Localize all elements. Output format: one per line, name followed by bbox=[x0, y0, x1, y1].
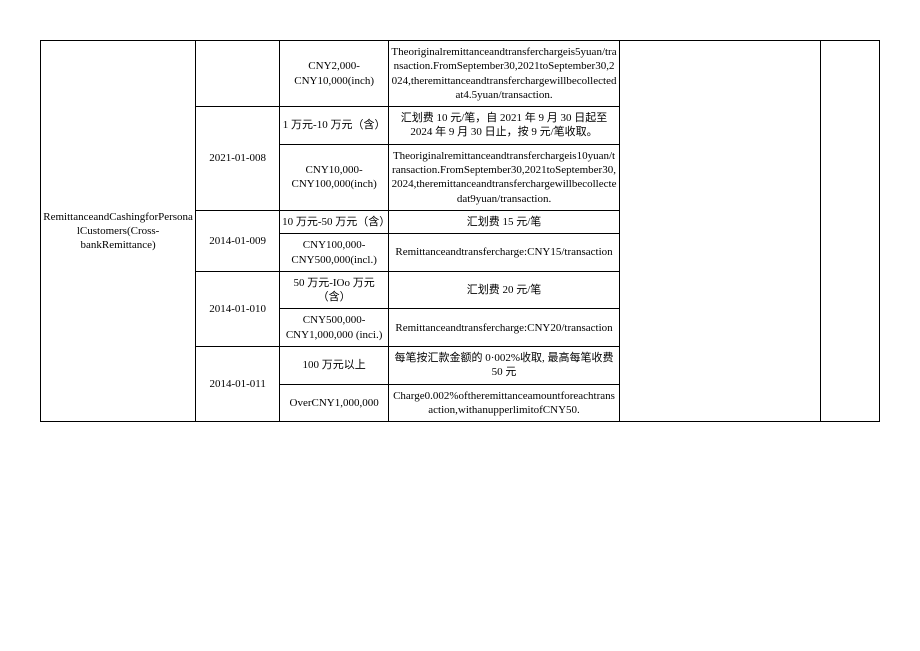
desc-cell: Theoriginalremittanceandtransferchargeis… bbox=[389, 144, 620, 210]
code-cell: 2014-01-009 bbox=[196, 210, 280, 271]
range-cell: OverCNY1,000,000 bbox=[280, 384, 389, 422]
category-cell: RemittanceandCashingforPersonalCustomers… bbox=[41, 41, 196, 422]
blank-cell bbox=[619, 41, 820, 422]
desc-cell: 汇划费 20 元/笔 bbox=[389, 271, 620, 309]
desc-cell: Charge0.002%oftheremittanceamountforeach… bbox=[389, 384, 620, 422]
table-row: RemittanceandCashingforPersonalCustomers… bbox=[41, 41, 880, 107]
desc-cell: 汇划费 15 元/笔 bbox=[389, 210, 620, 233]
range-cell: CNY10,000-CNY100,000(inch) bbox=[280, 144, 389, 210]
range-cell: 50 万元-IOo 万元（含） bbox=[280, 271, 389, 309]
desc-cell: 每笔按汇款金额的 0·002%收取, 最高每笔收费 50 元 bbox=[389, 347, 620, 385]
code-cell bbox=[196, 41, 280, 107]
desc-cell: Remittanceandtransfercharge:CNY15/transa… bbox=[389, 234, 620, 272]
code-cell: 2014-01-011 bbox=[196, 347, 280, 422]
range-cell: CNY500,000-CNY1,000,000 (inci.) bbox=[280, 309, 389, 347]
code-cell: 2021-01-008 bbox=[196, 107, 280, 211]
range-cell: 10 万元-50 万元（含） bbox=[280, 210, 389, 233]
desc-cell: 汇划费 10 元/笔，自 2021 年 9 月 30 日起至 2024 年 9 … bbox=[389, 107, 620, 145]
code-cell: 2014-01-010 bbox=[196, 271, 280, 346]
range-cell: 100 万元以上 bbox=[280, 347, 389, 385]
desc-cell: Remittanceandtransfercharge:CNY20/transa… bbox=[389, 309, 620, 347]
range-cell: 1 万元-10 万元（含） bbox=[280, 107, 389, 145]
desc-cell: Theoriginalremittanceandtransferchargeis… bbox=[389, 41, 620, 107]
range-cell: CNY2,000-CNY10,000(inch) bbox=[280, 41, 389, 107]
fee-table: RemittanceandCashingforPersonalCustomers… bbox=[40, 40, 880, 422]
range-cell: CNY100,000-CNY500,000(incl.) bbox=[280, 234, 389, 272]
blank-cell bbox=[821, 41, 880, 422]
